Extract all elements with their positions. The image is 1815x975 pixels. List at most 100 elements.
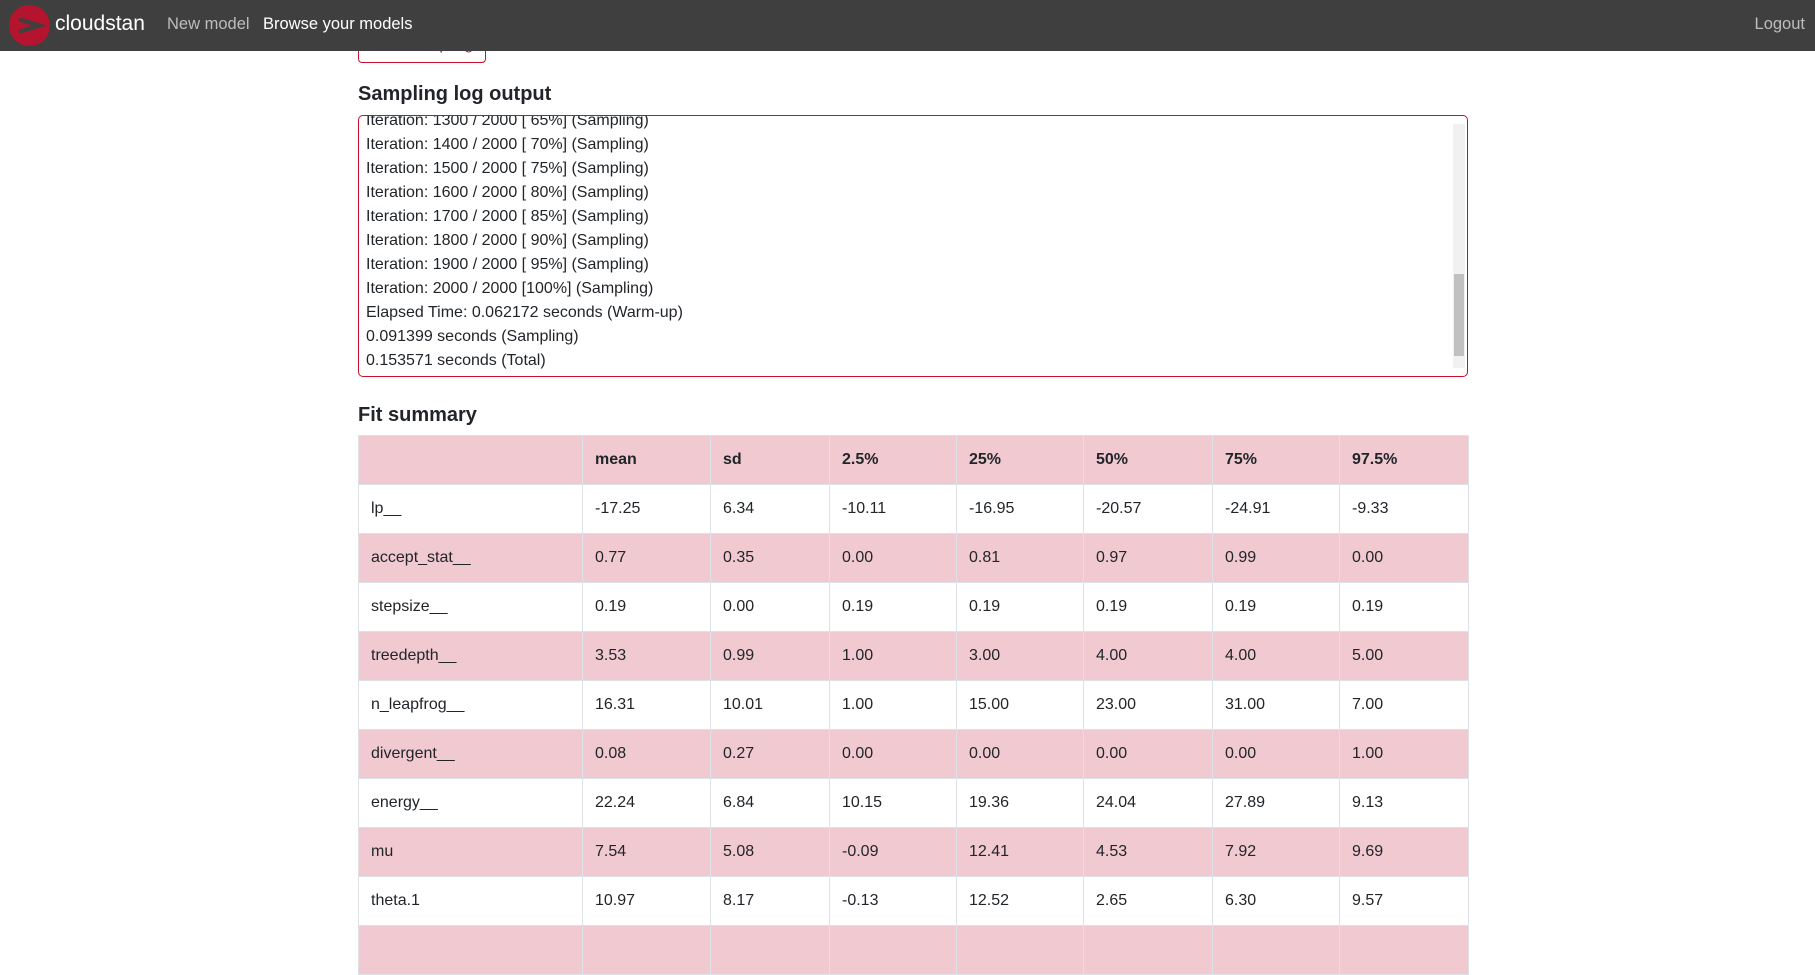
- table-cell: stepsize__: [358, 582, 583, 632]
- log-line: Elapsed Time: 0.062172 seconds (Warm-up): [366, 304, 683, 321]
- table-cell: 24.04: [1083, 778, 1213, 828]
- table-cell: 7.00: [1339, 680, 1469, 730]
- table-row: energy__ 22.24 6.84 10.15 19.36 24.04 27.89 9.1…: [358, 778, 1469, 828]
- table-cell: 0.00: [1212, 729, 1340, 779]
- table-cell: 0.00: [956, 729, 1084, 779]
- table-row: divergent__ 0.08 0.27 0.00 0.00 0.00 0.00 1.00: [358, 729, 1469, 779]
- table-cell: 5.00: [1339, 631, 1469, 681]
- log-line: Iteration: 2000 / 2000 [100%] (Sampling): [366, 280, 654, 297]
- table-cell: [710, 925, 830, 975]
- table-row: lp__ -17.25 6.34 -10.11 -16.95 -20.57 -24.91 -9…: [358, 484, 1469, 534]
- scroll-thumb[interactable]: [1454, 274, 1464, 356]
- table-cell: -24.91: [1212, 484, 1340, 534]
- brand[interactable]: cloudstan: [55, 12, 145, 35]
- table-row: n_leapfrog__ 16.31 10.01 1.00 15.00 23.00 31.0…: [358, 680, 1469, 730]
- log-output[interactable]: Iteration: 1300 / 2000 [ 65%] (Sampling)…: [358, 115, 1468, 377]
- table-cell: -0.13: [829, 876, 957, 926]
- table-row: [358, 925, 1469, 975]
- log-line: 0.091399 seconds (Sampling): [366, 328, 579, 345]
- log-line: Iteration: 1300 / 2000 [ 65%] (Sampling): [366, 115, 649, 129]
- table-cell: 1.00: [829, 631, 957, 681]
- log-line: Iteration: 1800 / 2000 [ 90%] (Sampling): [366, 232, 649, 249]
- table-cell: [829, 925, 957, 975]
- table-cell: 0.27: [710, 729, 830, 779]
- table-cell: 22.24: [582, 778, 711, 828]
- header-cell: mean: [582, 435, 711, 485]
- table-cell: 23.00: [1083, 680, 1213, 730]
- table-cell: [358, 925, 583, 975]
- table-cell: 0.00: [829, 533, 957, 583]
- table-cell: -9.33: [1339, 484, 1469, 534]
- header-cell: 25%: [956, 435, 1084, 485]
- table-cell: 0.08: [582, 729, 711, 779]
- log-title: Sampling log output: [358, 83, 552, 105]
- table-cell: mu: [358, 827, 583, 877]
- table-cell: treedepth__: [358, 631, 583, 681]
- table-cell: 0.97: [1083, 533, 1213, 583]
- log-line: Iteration: 1900 / 2000 [ 95%] (Sampling): [366, 256, 649, 273]
- table-cell: divergent__: [358, 729, 583, 779]
- table-cell: 1.00: [1339, 729, 1469, 779]
- logo[interactable]: [9, 5, 50, 46]
- logout-link[interactable]: Logout: [1754, 15, 1805, 33]
- table-cell: 6.84: [710, 778, 830, 828]
- table-cell: 0.35: [710, 533, 830, 583]
- header-cell: 2.5%: [829, 435, 957, 485]
- nav-link[interactable]: New model: [167, 15, 250, 33]
- table-cell: 10.97: [582, 876, 711, 926]
- table-cell: lp__: [358, 484, 583, 534]
- table-cell: [1339, 925, 1469, 975]
- table-cell: [1212, 925, 1340, 975]
- header-cell: 75%: [1212, 435, 1340, 485]
- header-row: mean sd 2.5% 25% 50% 75% 97.5%: [358, 435, 1469, 485]
- table-cell: 16.31: [582, 680, 711, 730]
- table-cell: 0.99: [1212, 533, 1340, 583]
- log-line: Iteration: 1700 / 2000 [ 85%] (Sampling): [366, 208, 649, 225]
- table-cell: accept_stat__: [358, 533, 583, 583]
- table-cell: -0.09: [829, 827, 957, 877]
- log-line: Iteration: 1500 / 2000 [ 75%] (Sampling): [366, 160, 649, 177]
- header-cell: sd: [710, 435, 830, 485]
- fit-summary-table: mean sd 2.5% 25% 50% 75% 97.5% lp__ -17.25 6.34 -1…: [358, 435, 1469, 975]
- header-cell: [358, 435, 583, 485]
- table-cell: -20.57: [1083, 484, 1213, 534]
- header-cell: 97.5%: [1339, 435, 1469, 485]
- log-line: 0.153571 seconds (Total): [366, 352, 546, 369]
- table-cell: -17.25: [582, 484, 711, 534]
- table-cell: 0.77: [582, 533, 711, 583]
- table-cell: 8.17: [710, 876, 830, 926]
- table-cell: theta.1: [358, 876, 583, 926]
- summary-title: Fit summary: [358, 404, 477, 426]
- nav-link[interactable]: Browse your models: [263, 15, 413, 33]
- table-cell: energy__: [358, 778, 583, 828]
- table-cell: 10.01: [710, 680, 830, 730]
- table-row: theta.1 10.97 8.17 -0.13 12.52 2.65 6.30 9.57: [358, 876, 1469, 926]
- table-cell: 0.00: [710, 582, 830, 632]
- log-line: Iteration: 1400 / 2000 [ 70%] (Sampling): [366, 136, 649, 153]
- table-cell: [956, 925, 1084, 975]
- table-cell: 0.19: [1212, 582, 1340, 632]
- table-row: stepsize__ 0.19 0.00 0.19 0.19 0.19 0.19 0.19: [358, 582, 1469, 632]
- table-cell: 15.00: [956, 680, 1084, 730]
- table-cell: 12.52: [956, 876, 1084, 926]
- table-cell: 3.00: [956, 631, 1084, 681]
- table-cell: 2.65: [1083, 876, 1213, 926]
- scrollbar[interactable]: [1453, 124, 1465, 368]
- table-cell: 3.53: [582, 631, 711, 681]
- table-cell: 6.34: [710, 484, 830, 534]
- table-cell: -16.95: [956, 484, 1084, 534]
- table-cell: 0.00: [1339, 533, 1469, 583]
- table-cell: 0.19: [1083, 582, 1213, 632]
- table-cell: [1083, 925, 1213, 975]
- table-cell: 0.19: [1339, 582, 1469, 632]
- table-cell: 5.08: [710, 827, 830, 877]
- table-cell: 0.19: [582, 582, 711, 632]
- table-cell: 6.30: [1212, 876, 1340, 926]
- table-cell: 9.69: [1339, 827, 1469, 877]
- log-line: Iteration: 1600 / 2000 [ 80%] (Sampling): [366, 184, 649, 201]
- table-cell: 12.41: [956, 827, 1084, 877]
- table-cell: 4.00: [1212, 631, 1340, 681]
- log-lines: Iteration: 1300 / 2000 [ 65%] (Sampling)…: [366, 115, 683, 373]
- navbar: cloudstan New model Browse your models L…: [0, 0, 1815, 51]
